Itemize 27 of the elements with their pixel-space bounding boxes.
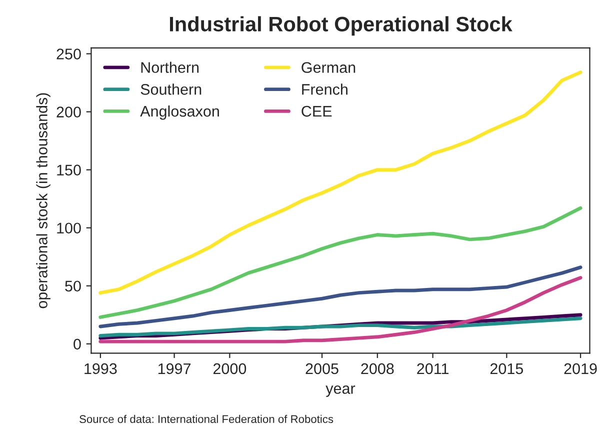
- chart-title: Industrial Robot Operational Stock: [170, 16, 512, 36]
- x-tick-label: 2005: [306, 363, 338, 374]
- legend-label: CEE: [302, 106, 332, 117]
- legend-label: Anglosaxon: [140, 105, 219, 120]
- legend-label: German: [302, 62, 356, 73]
- legend-label: Southern: [140, 84, 202, 95]
- legend-label: French: [302, 84, 348, 95]
- y-tick-label: 250: [56, 48, 81, 60]
- x-tick-label: 2015: [490, 363, 524, 374]
- y-tick-label: 150: [57, 164, 81, 176]
- x-tick-label: 1997: [158, 363, 191, 374]
- x-tick-label: 2019: [564, 363, 597, 374]
- line-series: [98, 266, 582, 328]
- y-tick-label: 100: [57, 222, 81, 234]
- source-note: Source of data: International Federation of Robotics: [80, 414, 334, 424]
- line-series: [98, 206, 582, 319]
- y-tick-label: 200: [56, 106, 81, 118]
- line-series: [98, 276, 582, 344]
- legend-label: Northern: [141, 62, 199, 73]
- x-tick-label: 2000: [213, 363, 246, 374]
- y-tick-label: 50: [65, 280, 81, 292]
- x-tick-label: 2008: [361, 363, 394, 374]
- y-axis-title: operational stock (in thousands): [36, 93, 50, 308]
- x-tick-label: 2011: [417, 363, 448, 374]
- y-tick-label: 0: [74, 338, 81, 350]
- x-tick-label: 1993: [84, 363, 117, 374]
- x-axis-title: year: [326, 386, 356, 397]
